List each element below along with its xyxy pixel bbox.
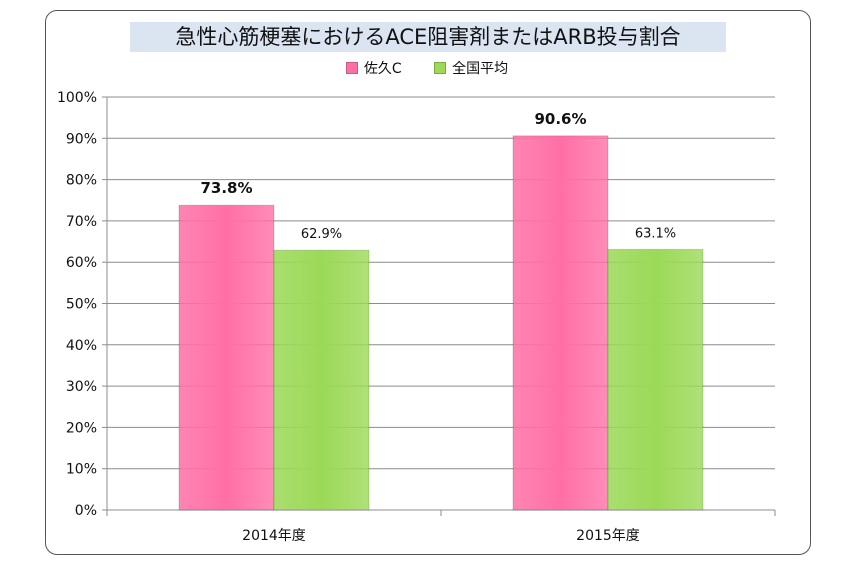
y-tick-label: 50%	[66, 297, 97, 313]
bar	[512, 135, 609, 511]
legend-item-national: 全国平均	[434, 58, 508, 78]
data-label: 73.8%	[200, 179, 252, 197]
y-tick-label: 100%	[57, 90, 97, 106]
y-tick-label: 60%	[66, 255, 97, 271]
y-tick-label: 10%	[66, 462, 97, 478]
bar	[273, 249, 370, 511]
data-label: 63.1%	[635, 226, 676, 241]
y-tick-label: 20%	[66, 420, 97, 436]
bar	[607, 248, 704, 511]
x-tick-label: 2014年度	[242, 528, 306, 544]
x-tick-label: 2015年度	[576, 528, 640, 544]
y-tick-label: 70%	[66, 214, 97, 230]
legend-label-saku: 佐久C	[363, 61, 402, 77]
data-label: 62.9%	[301, 227, 342, 242]
y-tick-label: 30%	[66, 379, 97, 395]
legend-swatch-saku	[345, 62, 358, 74]
bar	[178, 204, 275, 511]
y-tick-label: 40%	[66, 338, 97, 354]
legend-swatch-national	[434, 62, 447, 74]
data-label: 90.6%	[534, 110, 586, 128]
legend-item-saku: 佐久C	[345, 58, 402, 78]
chart-title: 急性心筋梗塞におけるACE阻害剤またはARB投与割合	[130, 22, 726, 52]
y-tick-label: 0%	[75, 503, 97, 519]
y-tick-label: 90%	[66, 131, 97, 147]
legend-label-national: 全国平均	[452, 61, 509, 77]
legend: 佐久C 全国平均	[0, 58, 854, 78]
y-tick-label: 80%	[66, 173, 97, 189]
